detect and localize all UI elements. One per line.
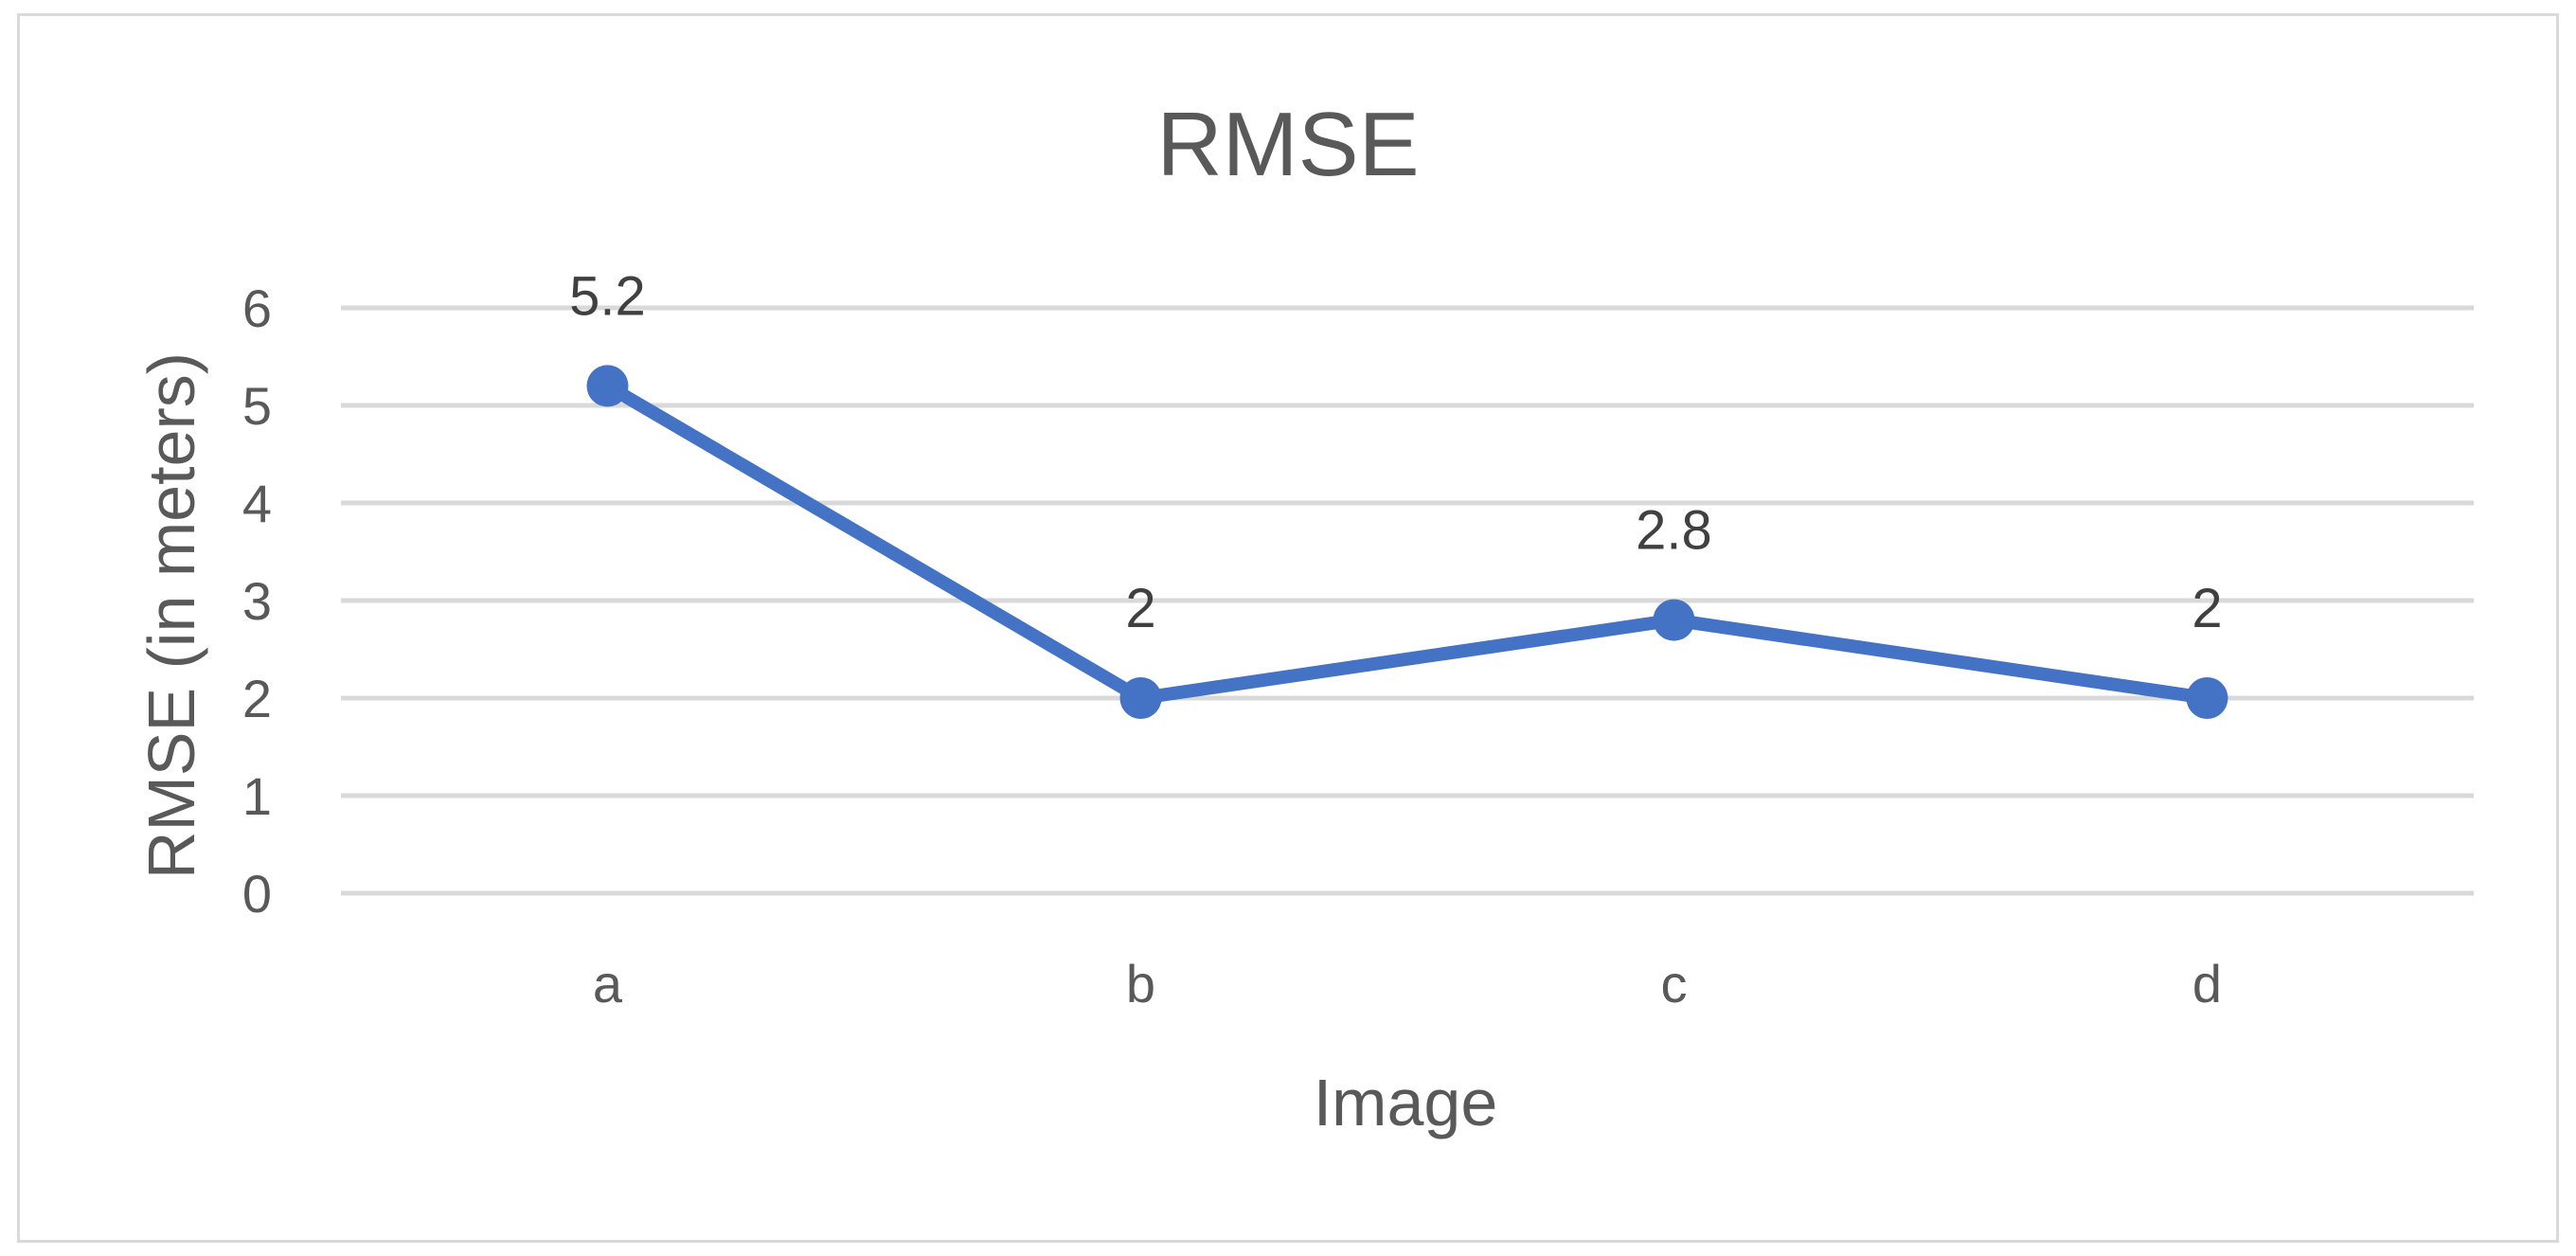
y-tick-label: 4	[242, 474, 272, 533]
x-axis-title: Image	[1314, 1066, 1498, 1139]
x-tick-label: d	[2192, 954, 2222, 1014]
y-tick-label: 5	[242, 376, 272, 436]
data-point	[586, 365, 629, 407]
data-label: 2	[2191, 578, 2222, 639]
y-tick-label: 6	[242, 278, 272, 338]
data-labels: 5.2 2 2.8 2	[569, 265, 2222, 639]
y-tick-label: 1	[242, 766, 272, 826]
data-label: 2.8	[1636, 500, 1712, 562]
data-point	[2186, 677, 2228, 719]
y-axis-ticks: 0 1 2 3 4 5 6	[242, 278, 272, 924]
series-line	[600, 379, 2214, 705]
data-label: 2	[1125, 578, 1155, 639]
y-tick-label: 2	[242, 669, 272, 728]
chart-title: RMSE	[1156, 94, 1419, 195]
data-point	[1119, 677, 1162, 719]
gridlines	[341, 305, 2474, 896]
x-tick-label: a	[593, 954, 623, 1014]
y-tick-label: 0	[242, 864, 272, 924]
data-label: 5.2	[569, 265, 646, 327]
y-axis-title: RMSE (in meters)	[134, 352, 208, 879]
series-rmse	[586, 365, 2228, 719]
chart-frame	[17, 13, 2559, 1243]
x-tick-label: c	[1661, 954, 1688, 1014]
data-point	[1653, 599, 1695, 641]
x-tick-label: b	[1126, 954, 1155, 1014]
x-axis-ticks: a b c d	[593, 954, 2222, 1014]
y-tick-label: 3	[242, 571, 272, 631]
